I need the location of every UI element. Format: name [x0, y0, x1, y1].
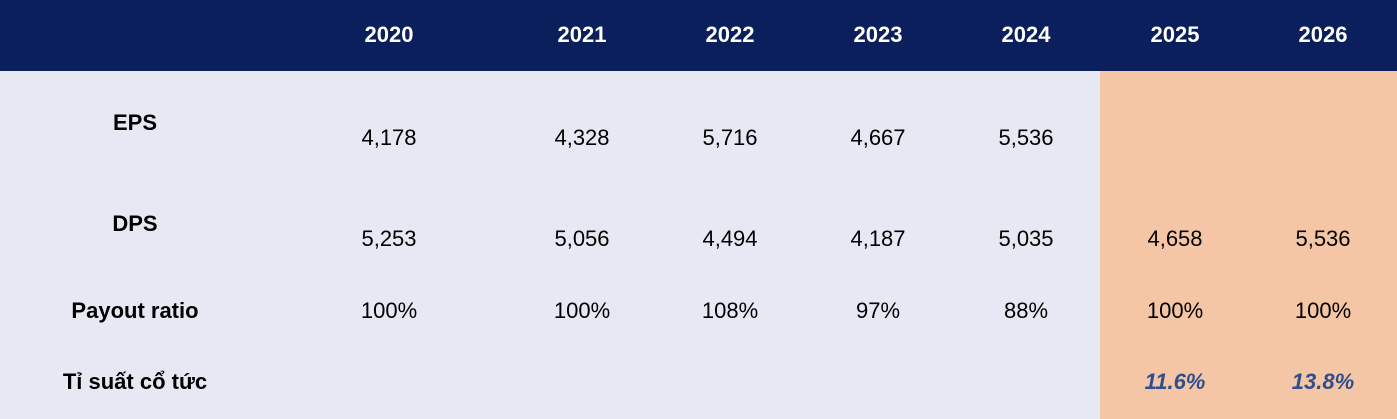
payout-2026: 100%: [1294, 298, 1352, 323]
year-header-2025: 2025: [1150, 22, 1200, 47]
eps-2021: 4,328: [554, 125, 610, 150]
dps-2025: 4,658: [1147, 226, 1203, 251]
year-header-2021: 2021: [557, 22, 607, 47]
yield-2025: 11.6%: [1144, 369, 1206, 394]
payout-2024: 88%: [1003, 298, 1049, 323]
dps-2023: 4,187: [850, 226, 906, 251]
table-header: [0, 0, 1397, 71]
row-label-payout: Payout ratio: [71, 298, 199, 323]
payout-2023: 97%: [855, 298, 901, 323]
dps-2026: 5,536: [1295, 226, 1351, 251]
year-header-2023: 2023: [853, 22, 903, 47]
year-header-2020: 2020: [364, 22, 414, 47]
year-header-2024: 2024: [1001, 22, 1051, 47]
eps-2022: 5,716: [702, 125, 758, 150]
year-header-2026: 2026: [1298, 22, 1348, 47]
payout-2025: 100%: [1146, 298, 1204, 323]
year-header-2022: 2022: [705, 22, 755, 47]
row-label-eps: EPS: [112, 110, 158, 135]
dps-2022: 4,494: [702, 226, 758, 251]
dps-2020: 5,253: [361, 226, 417, 251]
eps-2023: 4,667: [850, 125, 906, 150]
eps-2020: 4,178: [361, 125, 417, 150]
row-label-yield: Tỉ suất cổ tức: [62, 369, 208, 394]
historical-area: [0, 71, 1100, 419]
row-label-dps: DPS: [112, 211, 158, 236]
payout-2022: 108%: [701, 298, 759, 323]
payout-2020: 100%: [360, 298, 418, 323]
dps-2021: 5,056: [554, 226, 610, 251]
forecast-area: [1100, 71, 1397, 419]
yield-2026: 13.8%: [1291, 369, 1355, 394]
dps-2024: 5,035: [998, 226, 1054, 251]
eps-2024: 5,536: [998, 125, 1054, 150]
payout-2021: 100%: [553, 298, 611, 323]
